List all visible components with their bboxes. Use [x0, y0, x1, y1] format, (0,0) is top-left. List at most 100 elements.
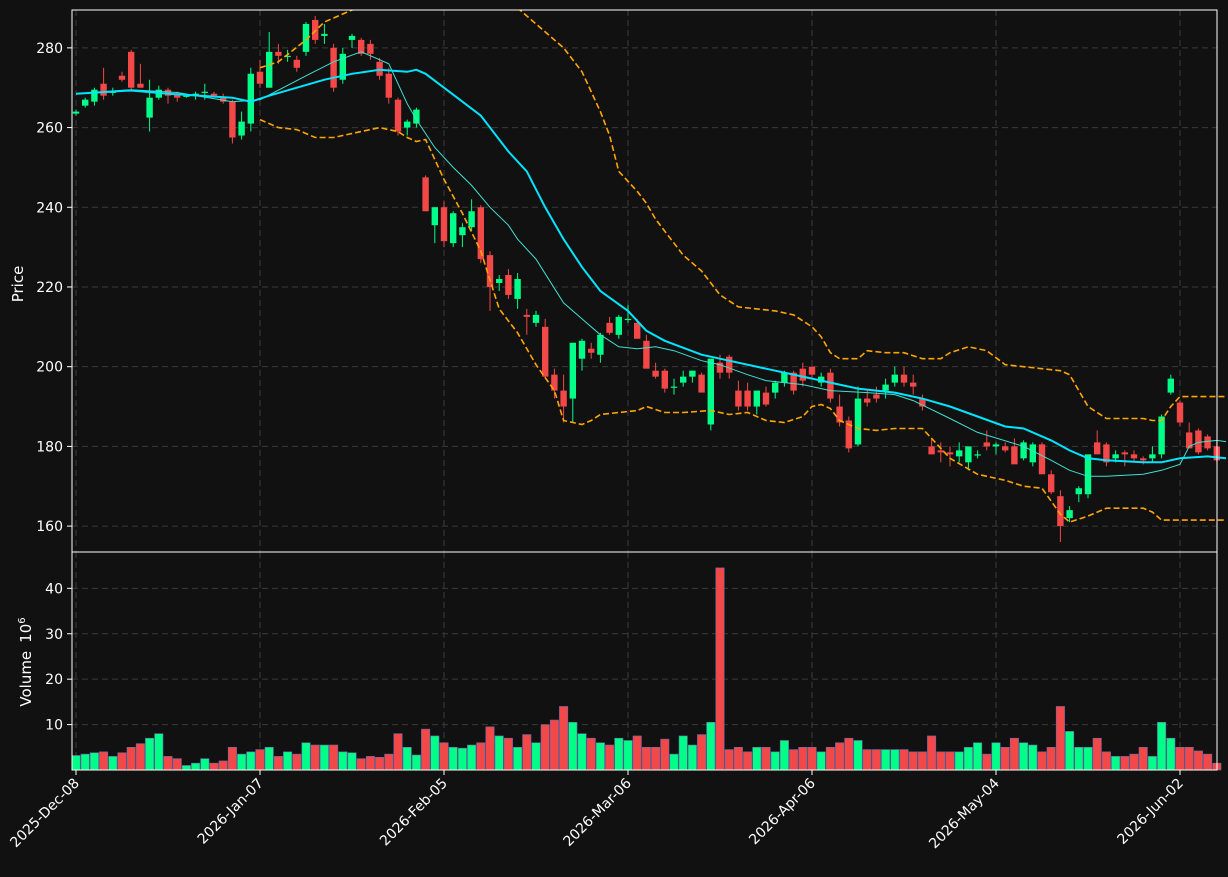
price-axis-label: Price: [9, 266, 27, 303]
volume-bar: [697, 734, 707, 771]
volume-bar: [273, 756, 283, 771]
candle-body: [91, 89, 98, 102]
candle-body: [394, 99, 402, 132]
volume-bar: [549, 719, 559, 771]
volume-bar: [1184, 746, 1194, 771]
volume-bar: [80, 753, 90, 771]
candle-body: [799, 368, 806, 381]
volume-bar: [669, 753, 679, 771]
volume-bar: [1157, 722, 1167, 771]
volume-bar: [687, 744, 697, 771]
candle-body: [864, 398, 871, 403]
candle-body: [744, 390, 751, 407]
candle-body: [496, 279, 503, 283]
volume-bar: [789, 749, 799, 771]
price-tick-label: 160: [36, 519, 63, 535]
candle-body: [1084, 454, 1092, 495]
volume-axis-label: Volume106: [17, 617, 35, 706]
candle-body: [1002, 446, 1009, 451]
lower-band-line: [259, 118, 1226, 524]
candle-body: [1029, 444, 1036, 463]
candle-body: [321, 33, 328, 36]
volume-bar: [310, 744, 320, 771]
candle-body: [1075, 488, 1082, 495]
volume-bar: [448, 746, 458, 771]
volume-bar: [559, 706, 569, 771]
candle-body: [772, 382, 779, 393]
volume-bar: [752, 746, 762, 771]
top-mask: [0, 0, 1228, 10]
candle-body: [486, 255, 494, 287]
volume-bar: [457, 747, 467, 771]
candle-body: [560, 390, 567, 407]
candle-body: [578, 340, 586, 359]
candle-body: [523, 314, 530, 317]
candle-body: [551, 374, 558, 391]
candle-body: [238, 121, 245, 136]
volume-bar: [1147, 756, 1157, 771]
candle-body: [431, 207, 438, 226]
volume-bar: [1019, 742, 1029, 771]
candle-body: [762, 392, 770, 405]
volume-bar: [1009, 737, 1019, 771]
volume-bar: [218, 760, 228, 771]
candle-body: [928, 446, 935, 455]
candle-body: [385, 73, 392, 98]
candle-body: [1186, 432, 1193, 449]
candle-body: [891, 374, 898, 383]
volume-bar: [1101, 751, 1111, 771]
candle-body: [615, 316, 622, 335]
candle-body: [1167, 378, 1174, 393]
candle-body: [735, 390, 742, 407]
volume-bar: [503, 737, 513, 771]
candle-body: [284, 55, 291, 58]
volume-bar: [1138, 746, 1148, 771]
volume-panel-frame: [71, 551, 1218, 771]
volume-bar: [586, 737, 596, 771]
candle-body: [836, 406, 843, 423]
candle-body: [634, 322, 641, 339]
volume-bar: [1046, 746, 1056, 771]
candle-body: [873, 394, 880, 399]
candle-body: [293, 59, 300, 68]
candle-body: [1103, 444, 1110, 463]
candle-body: [1176, 402, 1184, 423]
volume-bar: [411, 754, 421, 771]
volume-bar: [770, 751, 780, 771]
moving-average-fast-line: [75, 51, 1227, 477]
volume-bar: [1000, 746, 1010, 771]
volume-bar: [99, 751, 109, 771]
candle-body: [164, 89, 172, 96]
volume-bar: [1037, 751, 1047, 771]
candle-body: [974, 454, 981, 456]
volume-bar: [108, 756, 118, 771]
candle-body: [753, 390, 760, 407]
volume-bar: [807, 746, 817, 771]
volume-bar: [329, 744, 339, 771]
volume-bar: [365, 756, 375, 771]
volume-bar: [513, 746, 523, 771]
volume-bar: [871, 749, 881, 771]
candle-body: [790, 372, 797, 391]
candle-body: [440, 207, 448, 242]
price-tick-label: 220: [36, 280, 63, 296]
volume-bar: [779, 740, 789, 771]
candle-body: [698, 374, 705, 393]
candle-body: [937, 450, 944, 453]
candle-body: [624, 318, 632, 321]
candle-body: [339, 53, 346, 80]
volume-bar: [246, 751, 256, 771]
candle-body: [919, 398, 926, 407]
volume-bar: [733, 746, 743, 771]
candle-body: [808, 366, 816, 375]
volume-bar: [614, 737, 624, 771]
volume-bar: [917, 751, 927, 771]
volume-tick-label: 20: [45, 672, 63, 688]
candle-body: [422, 177, 429, 212]
volume-bar: [356, 758, 366, 771]
volume-bar: [816, 751, 826, 771]
candle-body: [330, 47, 337, 88]
volume-bar: [881, 749, 891, 771]
volume-bar: [283, 751, 293, 771]
